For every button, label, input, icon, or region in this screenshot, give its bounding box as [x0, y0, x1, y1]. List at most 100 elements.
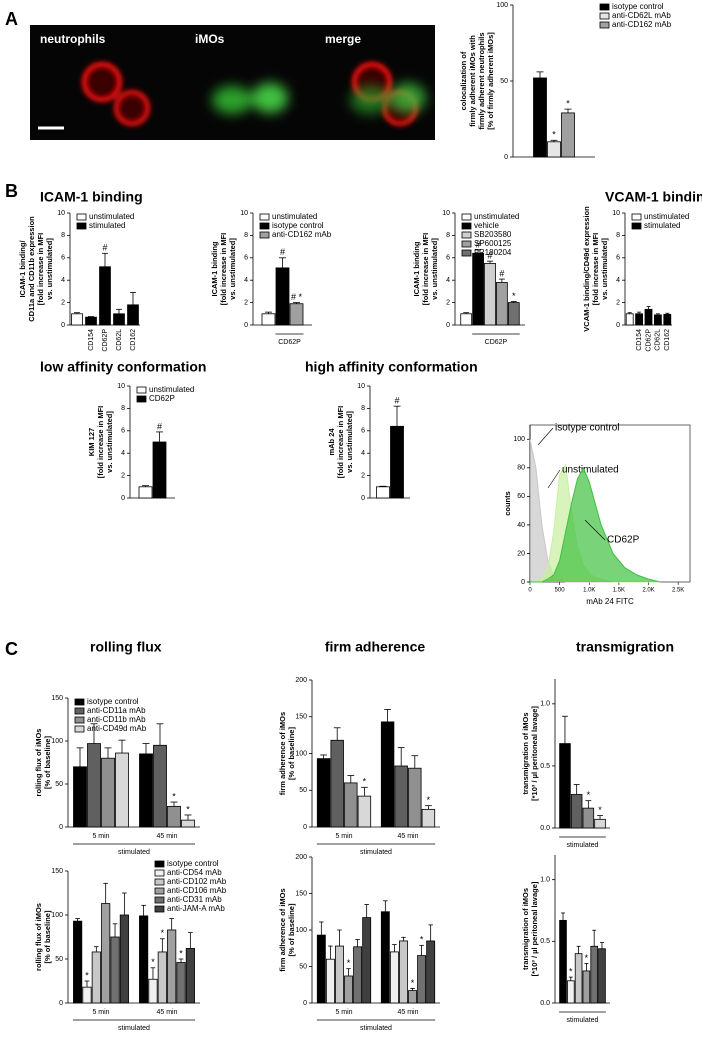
bar — [335, 945, 344, 1004]
legend-swatch — [631, 222, 642, 230]
legend-label: anti-CD162 mAb — [612, 20, 672, 29]
annotation-leader — [584, 519, 606, 541]
y-tick-label: 100 — [295, 750, 307, 757]
y-tick-label: 0 — [521, 579, 525, 586]
bar — [115, 752, 129, 828]
y-axis-label: counts — [503, 491, 512, 516]
significance-label: # — [102, 243, 107, 253]
y-tick-label: 50 — [55, 781, 63, 788]
legend-swatch — [599, 12, 610, 20]
y-axis-label: [% of baseline] — [43, 910, 52, 963]
bracket-label: stimulated — [567, 1017, 599, 1024]
y-tick-label: 10 — [612, 210, 620, 217]
x-tick-label: 45 min — [156, 833, 177, 840]
chart-title: ICAM-1 binding — [40, 189, 143, 205]
legend-swatch — [599, 21, 610, 29]
y-tick-label: 2 — [244, 299, 248, 306]
legend-label: anti-CD54 mAb — [167, 868, 222, 877]
bar — [559, 743, 571, 829]
significance-label: * — [85, 970, 89, 980]
chart-title: VCAM-1 binding — [605, 189, 702, 205]
x-tick-label: CD162 — [664, 329, 671, 351]
bar — [167, 929, 177, 1004]
y-axis-label: [*10³ / µl peritoneal lavage] — [530, 706, 539, 801]
y-axis-label: firm adherence of iMOs — [278, 888, 287, 971]
y-tick-label: 0 — [446, 322, 450, 329]
x-tick-label: 45 min — [397, 1009, 418, 1016]
y-tick-label: 2 — [446, 299, 450, 306]
y-tick-label: 6 — [446, 255, 450, 262]
significance-label: * — [161, 928, 165, 938]
y-tick-label: 60 — [517, 493, 525, 500]
panel-label: A — [5, 9, 18, 29]
bar — [460, 313, 473, 326]
bar — [408, 990, 417, 1004]
y-tick-label: 10 — [240, 210, 248, 217]
bar — [185, 948, 195, 1004]
chart-title: firm adherence — [325, 639, 426, 655]
annotation: CD62P — [607, 535, 640, 546]
legend-swatch — [599, 3, 610, 11]
x-tick-label: CD162 — [130, 329, 137, 351]
bar — [344, 975, 353, 1004]
legend-swatch — [631, 213, 642, 221]
bar — [316, 934, 326, 1004]
y-axis-label: [fold increase in MFI — [96, 406, 105, 479]
bar — [148, 978, 158, 1004]
legend-label: stimulated — [89, 221, 125, 230]
y-tick-label: 4 — [446, 277, 450, 284]
y-tick-label: 0 — [59, 1000, 63, 1007]
legend-label: FR180204 — [474, 248, 512, 257]
legend-label: CD62P — [149, 394, 175, 403]
x-tick-label: 0 — [528, 588, 532, 594]
bar — [362, 917, 372, 1004]
bar — [484, 262, 496, 326]
bar — [87, 743, 101, 828]
legend-label: vehicle — [474, 221, 499, 230]
bar — [357, 795, 372, 828]
micrographs: neutrophils iMOs merge — [30, 25, 435, 140]
image-label: neutrophils — [40, 32, 106, 46]
y-tick-label: 4 — [121, 450, 125, 457]
y-tick-label: 2 — [121, 472, 125, 479]
y-axis-label: VCAM-1 binding/CD49d expression — [582, 206, 591, 332]
x-tick-label: 45 min — [156, 1009, 177, 1016]
legend-swatch — [154, 887, 165, 895]
bar — [330, 739, 344, 828]
bar — [152, 441, 167, 499]
legend-swatch — [76, 213, 87, 221]
y-axis-label: transmigration of iMOs — [521, 712, 530, 794]
annotation: isotype control — [555, 423, 619, 434]
bar — [421, 808, 436, 828]
y-tick-label: 8 — [61, 232, 65, 239]
y-tick-label: 6 — [616, 255, 620, 262]
legend-swatch — [461, 249, 472, 257]
annotation-leader — [547, 469, 561, 489]
y-axis-label: vs. unstimulated] — [345, 411, 354, 473]
x-tick-label: 45 min — [397, 833, 418, 840]
bar — [138, 486, 153, 499]
y-tick-label: 4 — [61, 277, 65, 284]
x-tick-label: 1.0K — [583, 588, 595, 594]
legend-swatch — [74, 698, 85, 706]
bar — [261, 313, 276, 326]
bar — [110, 936, 120, 1004]
bar — [625, 313, 634, 326]
bar — [181, 819, 195, 828]
image-label: iMOs — [195, 32, 225, 46]
bracket-label: stimulated — [567, 842, 599, 849]
bar — [496, 282, 508, 326]
bar — [654, 314, 662, 326]
legend-label: anti-CD49d mAb — [87, 724, 147, 733]
significance-label: # — [157, 421, 162, 431]
y-axis-label: transmigration of iMOs — [521, 888, 530, 970]
y-tick-label: 4 — [616, 277, 620, 284]
legend-label: unstimulated — [89, 212, 134, 221]
y-axis-label: ICAM-1 binding — [210, 241, 219, 296]
bar — [635, 313, 643, 326]
x-tick-label: CD62P — [102, 329, 109, 352]
significance-label: * — [569, 966, 573, 976]
y-axis-label: KIM 127 — [87, 428, 96, 456]
bracket-label: CD62P — [278, 339, 301, 346]
